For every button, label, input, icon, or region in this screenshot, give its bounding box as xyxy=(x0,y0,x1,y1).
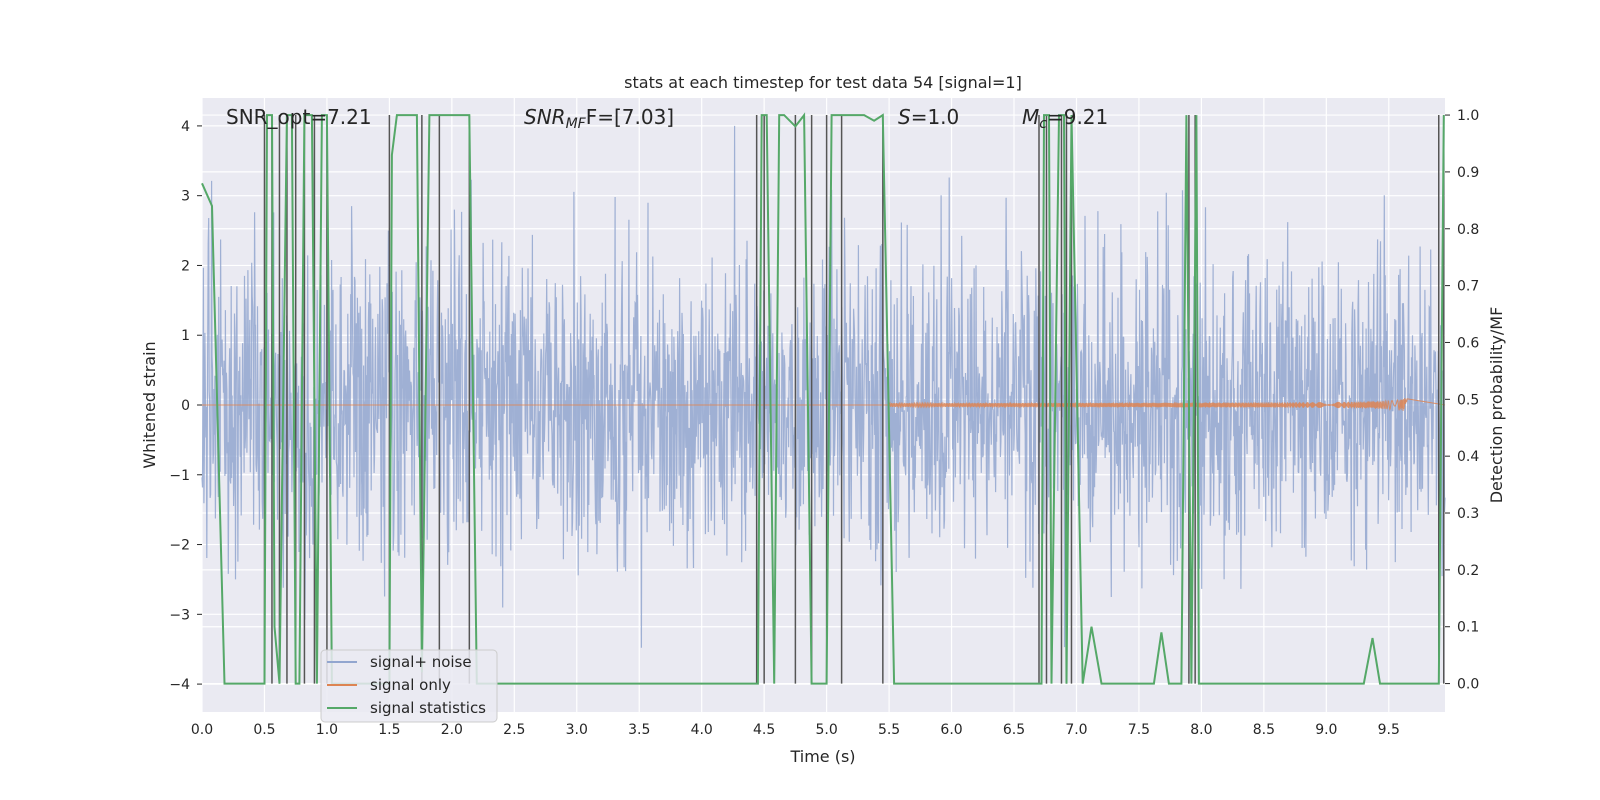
y-right-tick-label: 0.0 xyxy=(1457,677,1479,693)
x-tick-label: 0.5 xyxy=(253,722,275,738)
y-axis-label: Whitened strain xyxy=(140,341,159,468)
y-right-axis-label: Detection probability/MF xyxy=(1487,307,1506,504)
legend-label-signal-only: signal only xyxy=(370,676,451,694)
x-tick-label: 9.5 xyxy=(1378,722,1400,738)
mc-value: =9.21 xyxy=(1047,105,1108,129)
signal-statistics-line xyxy=(201,112,1445,685)
chart-title: stats at each timestep for test data 54 … xyxy=(624,73,1022,92)
y-tick-label: −4 xyxy=(169,677,190,693)
x-tick-label: 0.0 xyxy=(191,722,213,738)
y-tick-label: 3 xyxy=(181,189,190,205)
snr-mf-sub: MF xyxy=(566,116,587,132)
signal-noise-line xyxy=(201,125,1446,648)
y-tick-label: −3 xyxy=(169,607,190,623)
y-tick-label: 2 xyxy=(181,258,190,274)
signal-only-line xyxy=(202,398,1446,411)
mc-italic: M xyxy=(1022,105,1039,129)
y-right-tick-label: 0.4 xyxy=(1457,449,1479,465)
x-tick-label: 3.0 xyxy=(566,722,588,738)
x-tick-label: 2.5 xyxy=(503,722,525,738)
s-value: =1.0 xyxy=(911,105,960,129)
legend-label-signal-noise: signal+ noise xyxy=(370,653,472,671)
y-tick-label: −1 xyxy=(169,468,190,484)
legend: signal+ noise signal only signal statist… xyxy=(320,649,498,723)
y-tick-label: 1 xyxy=(181,328,190,344)
annotation-snr-opt: SNR_opt=7.21 xyxy=(226,105,372,129)
x-tick-label: 6.5 xyxy=(1003,722,1025,738)
y-right-tick-label: 0.8 xyxy=(1457,222,1479,238)
legend-label-signal-statistics: signal statistics xyxy=(370,699,486,717)
x-tick-label: 7.5 xyxy=(1128,722,1150,738)
signal-noise-series xyxy=(201,125,1446,648)
legend-box xyxy=(320,649,498,723)
x-tick-label: 2.0 xyxy=(441,722,463,738)
x-tick-label: 8.5 xyxy=(1253,722,1275,738)
annotation-snr-mf: SNRMFF=[7.03] xyxy=(524,105,674,132)
y-right-tick-label: 0.7 xyxy=(1457,279,1479,295)
x-axis-label: Time (s) xyxy=(789,747,855,766)
annotation-mc: Mc=9.21 xyxy=(1022,105,1108,132)
x-tick-label: 8.0 xyxy=(1190,722,1212,738)
mc-sub: c xyxy=(1039,116,1047,132)
x-tick-label: 4.0 xyxy=(691,722,713,738)
y-right-tick-label: 1.0 xyxy=(1457,108,1479,124)
y-tick-label: 0 xyxy=(181,398,190,414)
x-tick-label: 6.0 xyxy=(940,722,962,738)
y-tick-labels: −4 −3 −2 −1 0 1 2 3 4 xyxy=(169,119,202,693)
x-tick-label: 1.0 xyxy=(316,722,338,738)
signal-statistics-series xyxy=(201,112,1445,685)
x-tick-labels: 0.0 0.5 1.0 1.5 2.0 2.5 3.0 3.5 4.0 4.5 5.0 5.5 6.0 6… xyxy=(191,722,1400,738)
y-tick-label: −2 xyxy=(169,538,190,554)
x-tick-label: 5.5 xyxy=(878,722,900,738)
y-right-tick-label: 0.9 xyxy=(1457,165,1479,181)
x-tick-label: 3.5 xyxy=(628,722,650,738)
x-tick-label: 1.5 xyxy=(378,722,400,738)
x-tick-label: 9.0 xyxy=(1315,722,1337,738)
s-italic: S xyxy=(898,105,911,129)
y-right-tick-label: 0.2 xyxy=(1457,563,1479,579)
x-tick-label: 4.5 xyxy=(753,722,775,738)
snr-mf-prefix: SNR xyxy=(524,105,566,129)
snr-mf-suffix: F=[7.03] xyxy=(586,105,674,129)
y-right-tick-label: 0.1 xyxy=(1457,620,1479,636)
annotation-s: S=1.0 xyxy=(898,105,959,129)
y-tick-label: 4 xyxy=(181,119,190,135)
y-right-tick-label: 0.6 xyxy=(1457,335,1479,351)
x-tick-label: 5.0 xyxy=(815,722,837,738)
x-tick-label: 7.0 xyxy=(1065,722,1087,738)
signal-only-series xyxy=(202,398,1446,411)
y-right-tick-labels: 0.0 0.1 0.2 0.3 0.4 0.5 0.6 0.7 0.8 0.9 1.0 xyxy=(1445,108,1479,693)
y-right-tick-label: 0.3 xyxy=(1457,506,1479,522)
y-right-tick-label: 0.5 xyxy=(1457,392,1479,408)
